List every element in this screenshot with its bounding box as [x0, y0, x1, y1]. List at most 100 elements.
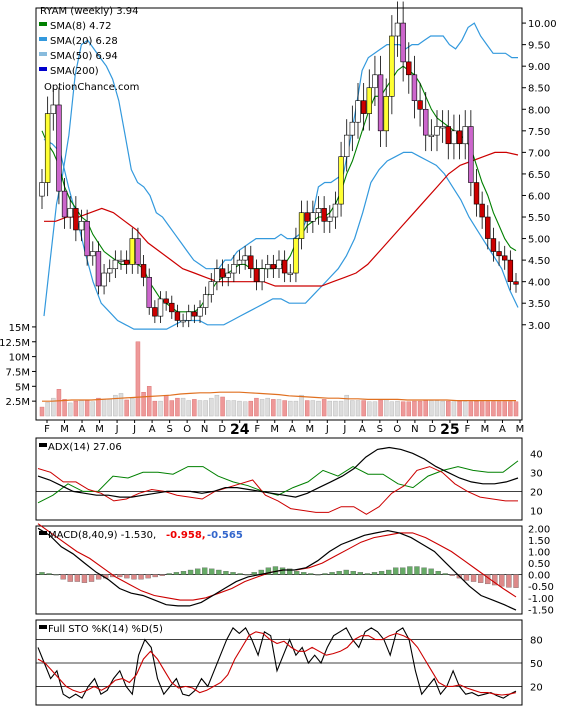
volume-y-tick-label: 7.5M	[5, 367, 30, 378]
macd-histogram-bar	[343, 569, 349, 575]
legend-swatch	[39, 67, 47, 71]
x-tick-label: N	[201, 424, 208, 435]
candle-body	[456, 130, 463, 145]
volume-bar	[299, 394, 304, 417]
macd-histogram-bar	[364, 573, 371, 575]
x-tick-label: O	[393, 424, 401, 435]
volume-bar	[508, 401, 513, 417]
x-tick-label: 24	[230, 422, 250, 438]
volume-bar	[271, 399, 276, 417]
sto-d-line	[37, 631, 517, 696]
volume-bar	[203, 400, 208, 417]
macd-y-tick-label: 1.50	[528, 536, 550, 547]
candle-body	[146, 277, 152, 308]
candle-body	[67, 208, 73, 218]
candle-body	[423, 108, 429, 136]
macd-histogram-bar	[88, 574, 95, 582]
macd-histogram-bar	[329, 572, 335, 575]
candle-body	[332, 203, 339, 218]
volume-bar	[242, 401, 248, 417]
volume-bar	[367, 401, 372, 417]
macd-signal-value: -0.958,	[166, 530, 206, 541]
volume-bar	[417, 400, 423, 417]
candle-body	[214, 268, 220, 282]
volume-bar	[440, 400, 445, 417]
volume-bar	[209, 397, 214, 417]
sto-y-tick-label: 50	[530, 659, 543, 670]
candle-body	[389, 35, 395, 97]
volume-bar	[192, 399, 197, 417]
price-y-tick-label: 4.00	[528, 278, 550, 289]
volume-bar	[288, 400, 293, 417]
macd-histogram-bar	[39, 572, 45, 575]
legend-swatch	[39, 22, 47, 26]
macd-histogram-bar	[492, 574, 498, 586]
adx-plus-di-line	[37, 460, 519, 504]
macd-histogram-bar	[371, 572, 378, 575]
volume-bar	[67, 402, 73, 417]
bollinger-lower-line	[43, 138, 519, 330]
volume-bar	[406, 401, 412, 417]
adx-y-tick-label: 40	[530, 449, 543, 460]
volume-bar	[485, 401, 491, 417]
macd-y-tick-label: 0.50	[528, 559, 550, 570]
candle-body	[197, 307, 203, 317]
macd-histogram-bar	[414, 566, 420, 575]
candle-body	[123, 259, 130, 265]
macd-histogram-bar	[74, 574, 81, 582]
candle-body	[485, 216, 491, 239]
volume-bar	[434, 400, 440, 417]
volume-bar	[248, 400, 254, 417]
x-tick-label: A	[289, 424, 296, 435]
sto-title: Full STO %K(14) %D(5)	[48, 624, 163, 635]
candle-body	[400, 22, 406, 63]
legend-swatch	[39, 37, 47, 41]
candle-body	[327, 216, 333, 222]
candle-body	[225, 272, 231, 278]
candle-body	[451, 130, 457, 145]
candle-body	[513, 281, 519, 285]
x-tick-label: A	[79, 424, 86, 435]
volume-average-line	[42, 391, 516, 402]
macd-y-tick-label: -1.50	[528, 605, 554, 616]
x-tick-label: S	[377, 424, 383, 435]
legend-label: SMA(20) 6.28	[50, 36, 118, 47]
macd-histogram-bar	[407, 566, 413, 575]
macd-histogram-bar	[463, 574, 470, 581]
macd-histogram-bar	[400, 567, 406, 575]
legend-label: RYAM (weekly) 3.94	[40, 6, 139, 17]
volume-bar	[113, 394, 118, 417]
volume-bar	[429, 400, 434, 417]
x-tick-label: M	[60, 424, 69, 435]
candle-body	[349, 121, 356, 136]
macd-histogram-bar	[265, 567, 272, 575]
candle-body	[61, 190, 68, 218]
volume-bar	[333, 400, 338, 417]
price-y-tick-label: 6.00	[528, 191, 550, 202]
macd-y-tick-label: 2.00	[528, 524, 550, 535]
x-tick-label: A	[359, 424, 366, 435]
candle-body	[496, 251, 502, 257]
candle-body	[90, 251, 96, 257]
volume-bar	[79, 400, 84, 417]
candle-body	[219, 268, 226, 278]
macd-histogram-bar	[506, 574, 512, 588]
macd-histogram-bar	[159, 574, 165, 576]
sto-y-tick-label: 20	[530, 682, 543, 693]
volume-bar	[51, 397, 56, 417]
sto-legend-swatch	[39, 625, 47, 629]
volume-bar	[316, 400, 321, 417]
macd-histogram-bar	[166, 573, 172, 575]
volume-bar	[474, 400, 479, 417]
macd-histogram-bar	[322, 573, 328, 575]
macd-histogram-bar	[180, 571, 187, 575]
volume-bar	[304, 400, 310, 417]
volume-bar	[350, 400, 355, 417]
macd-histogram-bar	[244, 574, 250, 576]
watermark-text: OptionChance.com	[44, 82, 139, 93]
macd-y-tick-label: 0.00	[528, 571, 550, 582]
macd-histogram-bar	[202, 567, 208, 575]
candle-body	[231, 264, 237, 274]
candle-body	[490, 238, 497, 252]
x-tick-label: A	[149, 424, 156, 435]
